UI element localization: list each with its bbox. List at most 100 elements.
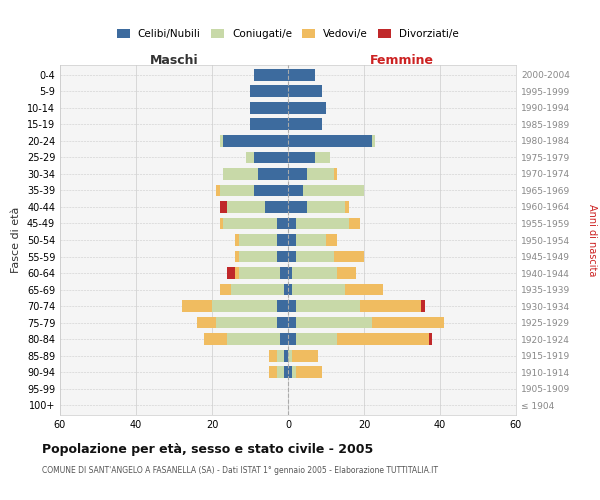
Bar xyxy=(250,102,288,114)
Bar xyxy=(288,267,292,279)
Bar xyxy=(307,168,334,180)
Bar xyxy=(334,168,337,180)
Bar xyxy=(246,152,254,164)
Bar xyxy=(216,184,220,196)
Bar xyxy=(227,267,235,279)
Bar xyxy=(307,201,345,213)
Bar xyxy=(337,333,428,345)
Bar xyxy=(349,218,360,230)
Text: Popolazione per età, sesso e stato civile - 2005: Popolazione per età, sesso e stato civil… xyxy=(42,442,373,456)
Bar xyxy=(288,102,326,114)
Bar xyxy=(277,250,288,262)
Bar xyxy=(280,333,288,345)
Text: Maschi: Maschi xyxy=(149,54,199,66)
Bar xyxy=(212,300,277,312)
Bar xyxy=(292,366,296,378)
Bar xyxy=(250,86,288,98)
Bar xyxy=(288,350,292,362)
Bar xyxy=(288,218,296,230)
Bar xyxy=(288,135,371,147)
Bar xyxy=(296,300,360,312)
Text: Anni di nascita: Anni di nascita xyxy=(587,204,597,276)
Bar xyxy=(288,250,296,262)
Y-axis label: Fasce di età: Fasce di età xyxy=(11,207,21,273)
Bar xyxy=(421,300,425,312)
Bar xyxy=(288,69,314,81)
Bar xyxy=(254,152,288,164)
Bar xyxy=(288,300,296,312)
Bar xyxy=(239,234,277,246)
Bar xyxy=(239,250,277,262)
Bar xyxy=(288,316,296,328)
Bar xyxy=(277,300,288,312)
Bar xyxy=(371,135,376,147)
Bar xyxy=(296,333,337,345)
Bar xyxy=(280,267,288,279)
Bar xyxy=(288,234,296,246)
Bar xyxy=(296,218,349,230)
Bar xyxy=(197,316,216,328)
Bar xyxy=(254,69,288,81)
Bar xyxy=(220,201,227,213)
Bar xyxy=(265,201,288,213)
Bar xyxy=(235,250,239,262)
Bar xyxy=(292,267,337,279)
Legend: Celibi/Nubili, Coniugati/e, Vedovi/e, Divorziati/e: Celibi/Nubili, Coniugati/e, Vedovi/e, Di… xyxy=(113,24,463,44)
Bar xyxy=(296,316,371,328)
Bar xyxy=(223,218,277,230)
Bar xyxy=(250,118,288,130)
Bar xyxy=(223,168,257,180)
Bar xyxy=(326,234,337,246)
Bar xyxy=(292,350,319,362)
Bar xyxy=(292,284,345,296)
Bar xyxy=(345,284,383,296)
Bar xyxy=(182,300,212,312)
Bar xyxy=(296,250,334,262)
Bar xyxy=(277,350,284,362)
Bar xyxy=(227,333,280,345)
Bar xyxy=(220,135,223,147)
Bar xyxy=(288,118,322,130)
Bar xyxy=(235,234,239,246)
Bar xyxy=(220,218,223,230)
Bar xyxy=(284,350,288,362)
Bar xyxy=(257,168,288,180)
Bar xyxy=(284,284,288,296)
Bar xyxy=(288,184,303,196)
Bar xyxy=(360,300,421,312)
Bar xyxy=(216,316,277,328)
Bar xyxy=(277,218,288,230)
Bar xyxy=(220,284,231,296)
Bar xyxy=(288,366,292,378)
Bar xyxy=(288,152,314,164)
Bar xyxy=(223,135,288,147)
Text: COMUNE DI SANT'ANGELO A FASANELLA (SA) - Dati ISTAT 1° gennaio 2005 - Elaborazio: COMUNE DI SANT'ANGELO A FASANELLA (SA) -… xyxy=(42,466,438,475)
Bar xyxy=(205,333,227,345)
Bar xyxy=(277,316,288,328)
Bar xyxy=(334,250,364,262)
Bar xyxy=(288,284,292,296)
Bar xyxy=(371,316,444,328)
Bar xyxy=(231,284,284,296)
Bar xyxy=(220,184,254,196)
Bar xyxy=(239,267,280,279)
Bar xyxy=(288,333,296,345)
Bar xyxy=(345,201,349,213)
Bar xyxy=(314,152,330,164)
Bar xyxy=(288,168,307,180)
Bar xyxy=(277,366,284,378)
Bar xyxy=(288,201,307,213)
Bar xyxy=(296,234,326,246)
Bar xyxy=(227,201,265,213)
Bar xyxy=(235,267,239,279)
Bar xyxy=(277,234,288,246)
Text: Femmine: Femmine xyxy=(370,54,434,66)
Bar xyxy=(254,184,288,196)
Bar xyxy=(296,366,322,378)
Bar xyxy=(428,333,433,345)
Bar xyxy=(269,366,277,378)
Bar xyxy=(337,267,356,279)
Bar xyxy=(284,366,288,378)
Bar xyxy=(288,86,322,98)
Bar xyxy=(269,350,277,362)
